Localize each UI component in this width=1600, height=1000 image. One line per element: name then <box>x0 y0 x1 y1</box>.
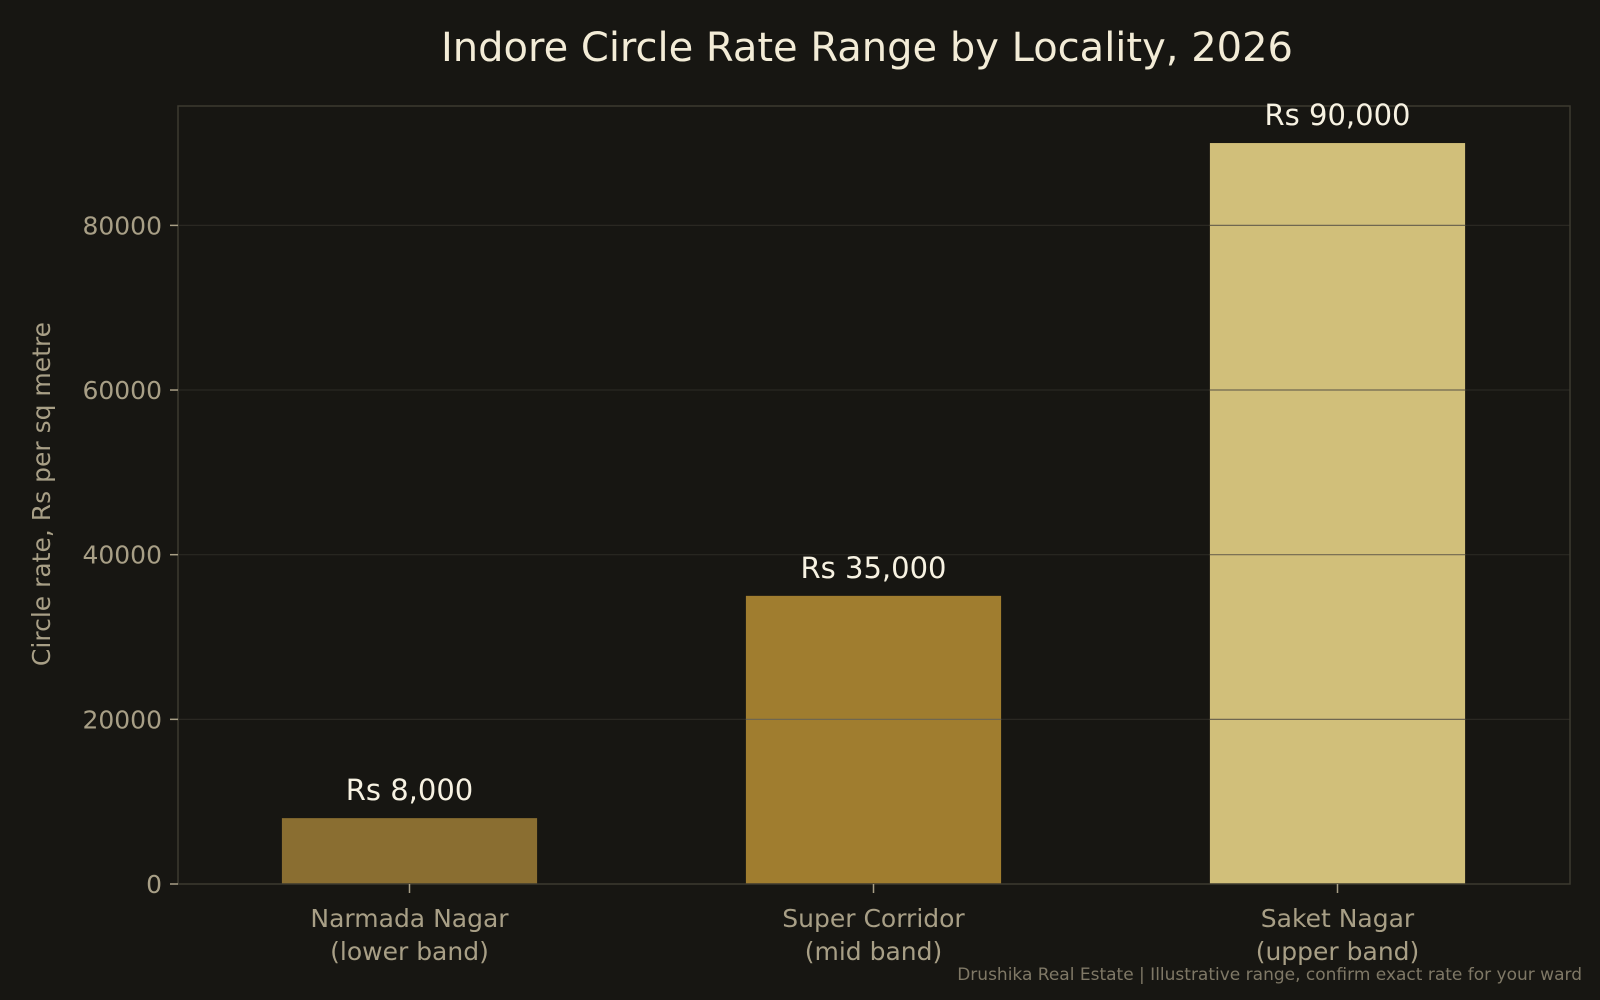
bar-value-label: Rs 8,000 <box>346 773 474 807</box>
y-tick-label: 0 <box>146 870 162 899</box>
y-tick-label: 20000 <box>82 705 162 734</box>
x-tick-label: (mid band) <box>805 937 943 966</box>
x-tick-label: (upper band) <box>1256 937 1420 966</box>
x-tick-label: Saket Nagar <box>1261 904 1415 933</box>
chart-title: Indore Circle Rate Range by Locality, 20… <box>441 25 1293 71</box>
y-tick-label: 80000 <box>82 211 162 240</box>
data-labels: Rs 8,000 Rs 35,000 Rs 90,000 <box>346 98 1411 807</box>
bar-value-label: Rs 35,000 <box>801 551 947 585</box>
bar <box>1209 143 1466 885</box>
y-tick-label: 40000 <box>82 541 162 570</box>
y-axis-label: Circle rate, Rs per sq metre <box>27 322 56 666</box>
y-tick-label: 60000 <box>82 376 162 405</box>
bar <box>745 595 1002 884</box>
bar-value-label: Rs 90,000 <box>1265 98 1411 132</box>
x-tick-label: (lower band) <box>330 937 489 966</box>
x-axis: Narmada Nagar (lower band) Super Corridor (… <box>310 884 1419 966</box>
y-axis: 0 20000 40000 60000 80000 <box>82 211 178 899</box>
x-tick-label: Narmada Nagar <box>310 904 509 933</box>
bar <box>281 818 538 884</box>
x-tick-label: Super Corridor <box>782 904 965 933</box>
gridlines-over-bars <box>745 224 1466 720</box>
footer-note: Drushika Real Estate | Illustrative rang… <box>957 965 1582 985</box>
bars <box>281 143 1466 885</box>
